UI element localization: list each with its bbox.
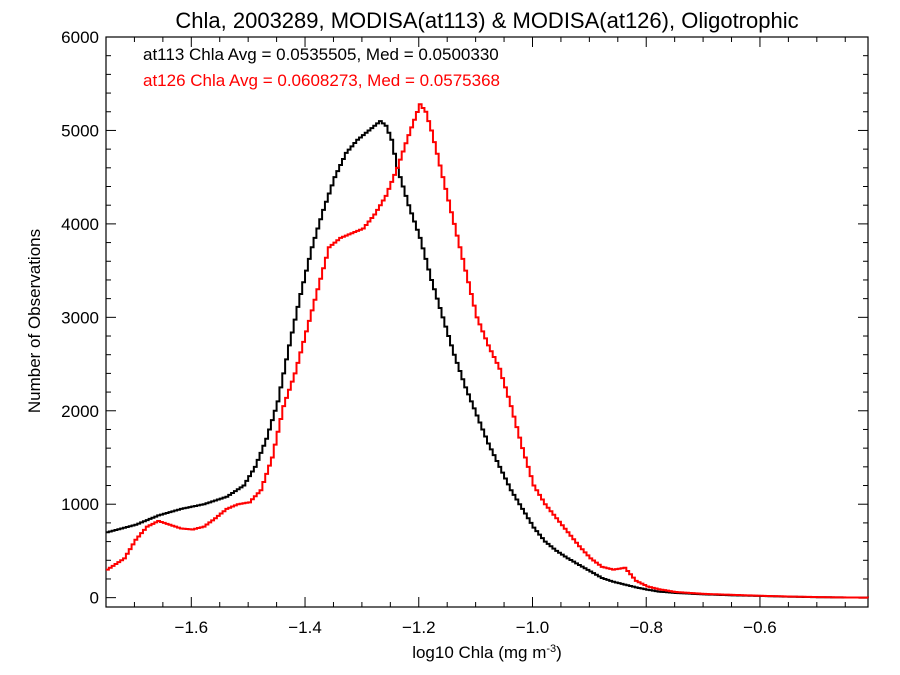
series-line-0: [106, 120, 869, 599]
legend-entry-1: at126 Chla Avg = 0.0608273, Med = 0.0575…: [143, 71, 500, 90]
plot-border: [105, 36, 869, 608]
legend-entry-0: at113 Chla Avg = 0.0535505, Med = 0.0500…: [143, 45, 499, 64]
legend: at113 Chla Avg = 0.0535505, Med = 0.0500…: [143, 45, 500, 90]
y-tick-label: 4000: [61, 215, 99, 234]
x-tick-label: −1.2: [402, 618, 436, 637]
y-tick-label: 2000: [61, 402, 99, 421]
x-tick-label: −0.6: [743, 618, 777, 637]
x-axis-title-text: log10 Chla (mg m: [412, 643, 546, 662]
y-tick-label: 3000: [61, 308, 99, 327]
y-tick-label: 6000: [61, 28, 99, 47]
y-axis: 0 1000 2000 3000 4000 5000 6000: [61, 28, 868, 608]
x-axis-title: log10 Chla (mg m-3): [412, 643, 562, 662]
y-tick-label: 0: [90, 589, 99, 608]
plot-frame: [105, 36, 869, 608]
x-axis: −1.6 −1.4 −1.2 −1.0 −0.8 −0.6: [133, 37, 846, 637]
x-tick-label: −1.0: [516, 618, 550, 637]
x-axis-title-end: ): [556, 643, 562, 662]
chart-title: Chla, 2003289, MODISA(at113) & MODISA(at…: [175, 8, 798, 33]
x-tick-label: −0.8: [629, 618, 663, 637]
series-line-1: [106, 103, 869, 599]
x-axis-title-sup: -3: [546, 643, 556, 655]
x-tick-label: −1.4: [288, 618, 322, 637]
y-tick-label: 5000: [61, 121, 99, 140]
y-tick-label: 1000: [61, 495, 99, 514]
series-group: [106, 103, 869, 599]
y-axis-title: Number of Observations: [25, 229, 44, 413]
x-tick-label: −1.6: [175, 618, 209, 637]
